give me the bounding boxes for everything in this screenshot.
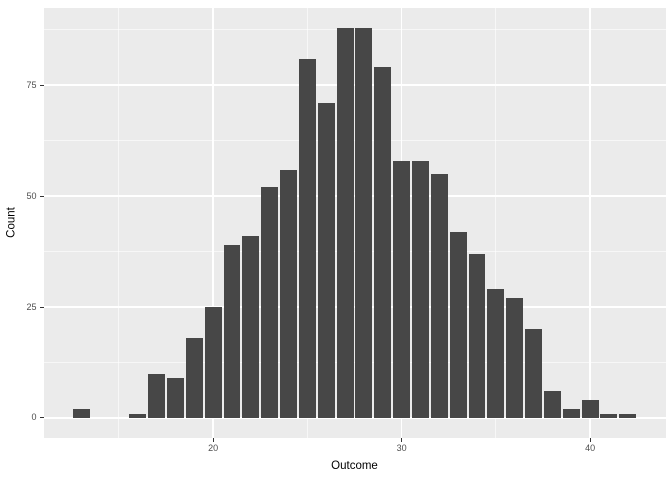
minor-gridline-horizontal <box>43 362 666 363</box>
y-tick-label: 75 <box>26 79 37 90</box>
major-gridline-vertical <box>212 8 214 438</box>
minor-gridline-vertical <box>495 8 497 438</box>
major-gridline-horizontal <box>43 306 666 308</box>
major-gridline-horizontal <box>43 417 666 419</box>
histogram-bar <box>506 298 524 418</box>
histogram-bar <box>374 67 392 418</box>
minor-gridline-horizontal <box>43 251 666 253</box>
x-axis-title: Outcome <box>331 459 378 472</box>
x-tick-label: 40 <box>585 443 596 453</box>
histogram-bar <box>261 187 279 418</box>
minor-gridline-vertical <box>118 8 120 438</box>
histogram-bar <box>204 307 222 418</box>
major-gridline-vertical <box>589 8 591 438</box>
histogram-bar <box>468 253 486 418</box>
major-gridline-horizontal <box>43 195 666 197</box>
y-tick-label: 25 <box>26 301 37 312</box>
histogram-bar <box>411 160 429 418</box>
x-tick-label: 20 <box>208 443 219 453</box>
plot-panel <box>43 8 666 438</box>
histogram-bar <box>619 413 637 418</box>
x-axis-tick-mark <box>401 437 403 442</box>
histogram-bar <box>543 391 561 418</box>
histogram-bar <box>280 169 297 418</box>
y-axis-tick-mark <box>39 417 44 419</box>
x-axis-tick-mark <box>212 437 214 442</box>
minor-gridline-horizontal <box>43 29 666 31</box>
histogram-bar <box>185 338 203 418</box>
histogram-bar <box>393 160 411 418</box>
y-tick-label: 50 <box>26 190 37 201</box>
histogram-bar <box>129 413 147 418</box>
minor-gridline-horizontal <box>43 140 666 142</box>
y-tick-label: 0 <box>31 412 37 423</box>
histogram-bar <box>355 27 373 418</box>
histogram-bar <box>600 413 618 418</box>
y-axis-title: Count <box>5 207 17 239</box>
x-tick-label: 30 <box>396 443 407 453</box>
x-axis-tick-mark <box>589 437 591 442</box>
histogram-bar <box>581 400 599 418</box>
y-axis-tick-mark <box>39 195 44 197</box>
major-gridline-horizontal <box>43 84 666 86</box>
histogram-bar <box>148 373 166 418</box>
histogram-bar <box>336 27 354 418</box>
histogram-bar <box>166 378 184 418</box>
y-axis-tick-mark <box>39 84 44 86</box>
histogram-bar <box>72 409 90 418</box>
histogram-bar <box>562 409 580 418</box>
histogram-bar <box>525 329 543 418</box>
histogram-bar <box>430 173 448 418</box>
histogram-bar <box>449 231 467 418</box>
histogram-bar <box>487 289 505 418</box>
y-axis-tick-mark <box>39 306 44 308</box>
histogram-bar <box>223 244 241 418</box>
histogram-bar <box>242 236 260 418</box>
histogram-bar <box>317 102 335 418</box>
histogram-bar <box>298 58 316 418</box>
